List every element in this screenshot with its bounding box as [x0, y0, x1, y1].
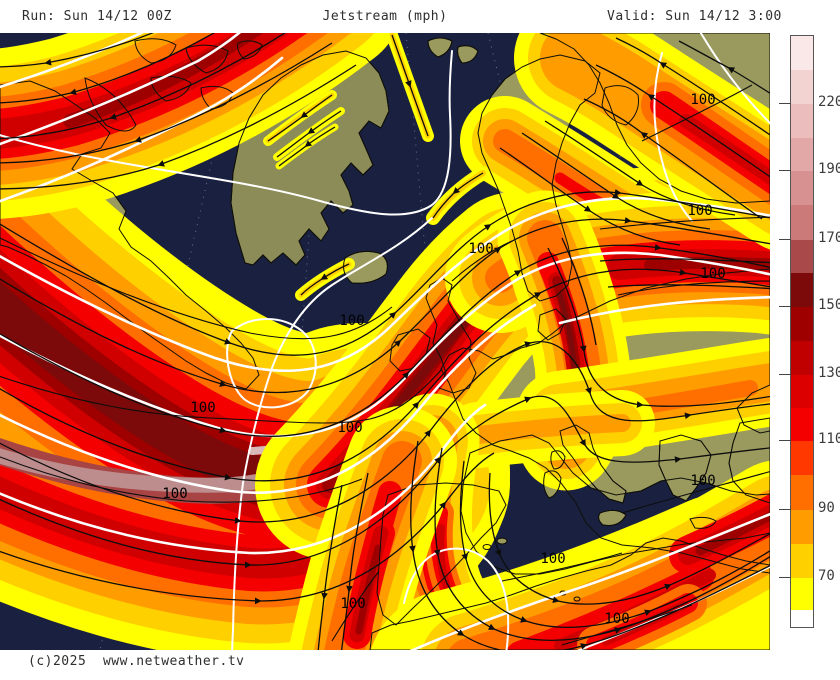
colorbar-tick: [779, 239, 791, 240]
colorbar-tick: [779, 374, 791, 375]
isotach-label: 100: [687, 203, 712, 219]
colorbar-band: [791, 610, 813, 627]
colorbar-tick: [779, 170, 791, 171]
colorbar-tick: [779, 509, 791, 510]
colorbar-band: [791, 375, 813, 408]
map-title: Jetstream (mph): [322, 9, 448, 24]
isotach-label: 100: [190, 400, 215, 416]
colorbar-band: [791, 341, 813, 375]
run-time-label: Run: Sun 14/12 00Z: [22, 9, 172, 24]
colorbar-band: [791, 510, 813, 544]
colorbar-band: [791, 104, 813, 138]
isotach-label: 100: [340, 596, 365, 612]
colorbar-tick: [779, 103, 791, 104]
colorbar-tick-label: 220: [818, 94, 840, 110]
colorbar-band: [791, 475, 813, 510]
colorbar-band: [791, 205, 813, 240]
colorbar-bands: [790, 35, 814, 628]
colorbar-band: [791, 171, 813, 205]
colorbar-band: [791, 273, 813, 307]
colorbar-tick-label: 190: [818, 161, 840, 177]
streamlines-with-arrows: [0, 33, 770, 650]
colorbar-band: [791, 70, 813, 104]
colorbar-tick-label: 110: [818, 431, 840, 447]
isotach-label: 100: [690, 92, 715, 108]
isotach-labels-group: 100 100 100 100 100 100 100 100 100 100 100 100: [162, 92, 725, 627]
colorbar-band: [791, 138, 813, 171]
colorbar-tick-label: 150: [818, 297, 840, 313]
isotach-label: 100: [690, 473, 715, 489]
isotach-label: 100: [604, 611, 629, 627]
copyright-label: (c)2025 www.netweather.tv: [28, 654, 245, 669]
isotach-label: 100: [468, 241, 493, 257]
colorbar-band: [791, 240, 813, 273]
colorbar-tick-label: 130: [818, 365, 840, 381]
colorbar-band: [791, 544, 813, 578]
colorbar-tick-label: 70: [818, 568, 835, 584]
colorbar-band: [791, 408, 813, 441]
colorbar-band: [791, 307, 813, 341]
isotach-label: 100: [339, 313, 364, 329]
valid-time-label: Valid: Sun 14/12 3:00: [607, 9, 782, 24]
colorbar-tick: [779, 577, 791, 578]
isotach-label: 100: [700, 266, 725, 282]
colorbar-band: [791, 441, 813, 475]
weather-map-canvas: 100 100 100 100 100 100 100 100 100 100 100 100: [0, 33, 770, 650]
isotach-label: 100: [337, 420, 362, 436]
jetstream-map: 100 100 100 100 100 100 100 100 100 100 100 100: [0, 33, 770, 650]
colorbar-tick-label: 90: [818, 500, 835, 516]
colorbar-tick: [779, 440, 791, 441]
colorbar-tick-label: 170: [818, 230, 840, 246]
isotach-label: 100: [162, 486, 187, 502]
isotach-label: 100: [540, 551, 565, 567]
colorbar-tick: [779, 306, 791, 307]
colorbar-band: [791, 578, 813, 610]
colorbar-band: [791, 36, 813, 70]
